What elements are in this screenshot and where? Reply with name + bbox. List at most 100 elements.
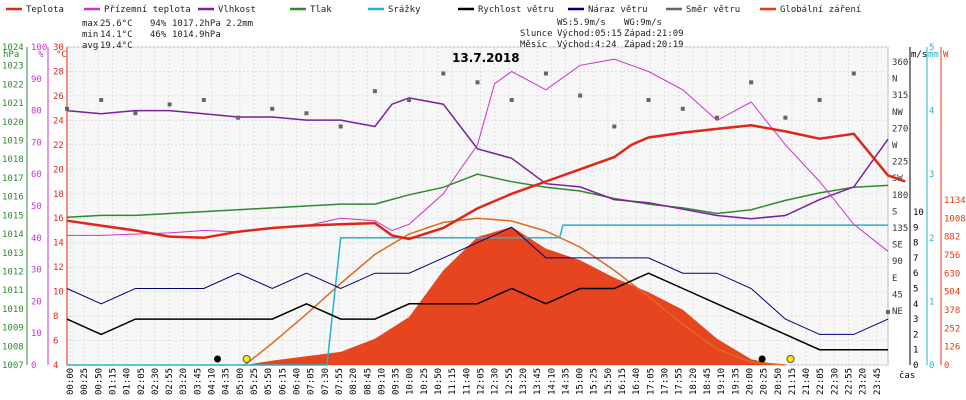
tick-hpa-15: 1009 [2,324,24,334]
wind-dir-point-16 [612,124,617,129]
unit-hpa: hPa [3,50,19,60]
stat-max-hum: 94% [150,19,167,29]
tick-pct-5: 50 [31,202,42,212]
stat-avg-label: avg [82,41,98,51]
wind-dir-point-2 [133,111,138,116]
x-tick-24: 10:00 [406,368,416,395]
tick-ms-10: 0 [913,361,918,371]
tick-ms-8: 2 [913,330,918,340]
tick-dir-0: 360 [892,58,908,68]
tick-dir-15: NE [892,307,903,317]
tick-w-2: 882 [944,233,960,243]
tick-pct-3: 70 [31,138,42,148]
x-tick-15: 06:15 [278,368,288,395]
svg-text:Západ:20:19: Západ:20:19 [624,40,684,50]
x-tick-54: 22:30 [830,368,840,395]
x-tick-32: 13:20 [519,368,529,395]
wind-dir-point-15 [578,93,583,98]
tick-dir-11: SE [892,241,903,251]
series-rain [67,224,888,366]
x-tick-53: 22:05 [816,368,826,395]
tick-ms-5: 5 [913,285,918,295]
stat-max-temp: 25.6°C [100,19,133,29]
info-wg: WG:9m/s [624,18,662,28]
x-tick-50: 20:50 [774,368,784,395]
tick-hpa-5: 1019 [2,137,24,147]
series [65,58,906,366]
tick-hpa-8: 1016 [2,193,24,203]
x-tick-20: 08:20 [349,368,359,395]
info-ws: WS:5.9m/s [557,18,606,28]
tick-temp-3: 24 [53,116,64,126]
info-sun-label: Slunce [520,29,553,39]
tick-ms-9: 1 [913,346,918,356]
x-tick-5: 02:05 [137,368,147,395]
wind-dir-point-9 [372,89,377,94]
x-tick-41: 17:05 [646,368,656,395]
x-axis-label: čas [899,370,915,381]
tick-pct-0: 100 [31,43,47,53]
tick-hpa-10: 1014 [2,230,24,240]
tick-pct-7: 30 [31,266,42,276]
x-tick-13: 05:25 [250,368,260,395]
tick-hpa-13: 1011 [2,286,24,296]
x-tick-19: 07:55 [335,368,345,395]
tick-hpa-17: 1007 [2,361,24,371]
series-ground-temp [67,58,889,252]
x-tick-55: 22:55 [845,368,855,395]
x-tick-23: 09:35 [392,368,402,395]
tick-w-4: 630 [944,269,960,279]
tick-hpa-12: 1012 [2,267,24,277]
tick-ms-1: 9 [913,223,918,233]
svg-text:14.1°C: 14.1°C [100,30,133,40]
tick-temp-11: 8 [53,312,58,322]
stat-max-label: max [82,19,99,29]
wind-dir-point-19 [714,115,719,120]
tick-w-6: 378 [944,306,960,316]
x-tick-4: 01:40 [123,368,133,395]
wind-dir-point-3 [167,102,172,107]
svg-text:94%: 94% [150,19,167,29]
tick-hpa-16: 1008 [2,342,24,352]
x-tick-40: 16:40 [632,368,642,395]
axis-units: hPa % °C m/s mm W čas [3,50,949,381]
wind-dir-point-12 [475,80,480,85]
legend-label-3: Tlak [310,5,332,15]
tick-ms-0: 10 [913,208,924,218]
tick-dir-4: 270 [892,124,908,134]
series-humidity [66,97,889,220]
svg-text:WS:5.9m/s: WS:5.9m/s [557,18,606,28]
tick-hpa-9: 1015 [2,211,24,221]
legend-label-7: Směr větru [686,5,740,15]
series-wind-speed [66,272,888,351]
tick-dir-10: 135 [892,224,908,234]
legend-label-5: Rychlost větru [478,5,554,15]
legend-label-1: Přízemní teplota [104,5,191,15]
tick-dir-8: 180 [892,191,908,201]
legend-label-2: Vlhkost [218,5,256,15]
wind-dir-point-23 [851,71,856,76]
x-tick-6: 02:30 [151,368,161,395]
wind-dir-point-17 [646,98,651,102]
svg-text:Západ:21:09: Západ:21:09 [624,29,684,39]
stat-min-hum: 46% [150,30,167,40]
x-tick-34: 14:10 [547,368,557,395]
x-tick-39: 16:15 [618,368,628,395]
x-tick-3: 01:15 [108,368,118,395]
wind-dir-point-24 [886,310,890,314]
tick-mm-3: 2 [929,234,934,244]
tick-dir-6: 225 [892,158,908,168]
x-tick-30: 12:30 [491,368,501,395]
stats-block: max 25.6°C 94% 1017.2hPa 2.2mm min 14.1°… [82,19,253,51]
series-radiation-clear [244,217,786,366]
stat-max-press: 1017.2hPa [172,19,221,29]
x-tick-12: 05:00 [236,368,246,395]
wind-dir-point-18 [680,106,685,111]
wind-dir-point-0 [65,106,69,111]
x-tick-38: 15:50 [604,368,614,395]
info-moon-set: Západ:20:19 [624,40,684,50]
info-moon-label: Měsíc [520,40,547,50]
tick-hpa-3: 1021 [2,99,24,109]
stat-min-label: min [82,30,98,40]
svg-text:46%: 46% [150,30,167,40]
